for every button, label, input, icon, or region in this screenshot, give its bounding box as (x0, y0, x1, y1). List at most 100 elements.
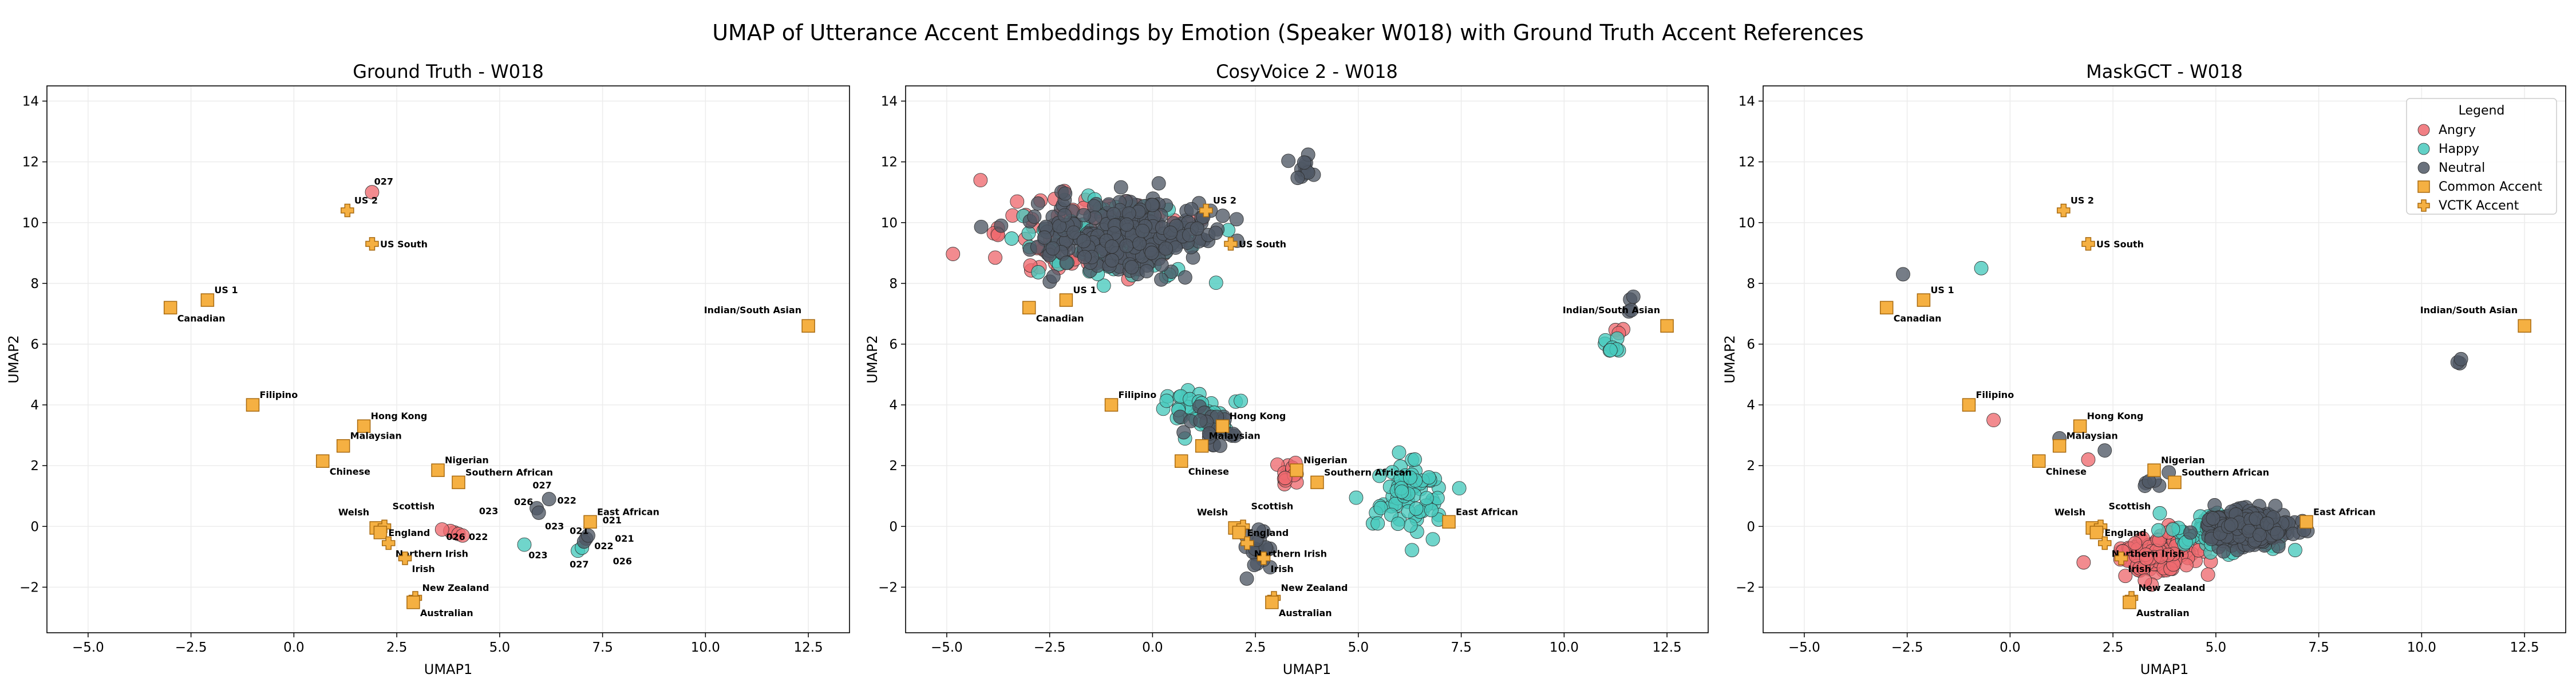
legend-title: Legend (2459, 104, 2505, 118)
point-neutral (2097, 443, 2112, 458)
accent-label: England (1247, 527, 1289, 538)
y-tick-label: 6 (889, 337, 898, 352)
y-tick-label: 12 (1739, 155, 1755, 170)
x-tick-label: 10.0 (1550, 640, 1579, 655)
point-neutral (1159, 241, 1173, 256)
x-tick-label: 7.5 (1451, 640, 1472, 655)
x-tick-label: −2.5 (1034, 640, 1066, 655)
point-neutral (1151, 176, 1166, 191)
accent-marker-vctk (2114, 551, 2128, 565)
x-tick-label: 2.5 (386, 640, 408, 655)
point-angry (1278, 471, 1293, 486)
accent-marker-common (1265, 596, 1279, 609)
accent-label: Northern Irish (2112, 548, 2184, 559)
point-happy (1370, 516, 1385, 531)
point-happy (517, 537, 532, 552)
accent-marker-common (1195, 439, 1209, 453)
accent-label: Malaysian (350, 431, 402, 441)
accent-label: Northern Irish (1254, 548, 1327, 559)
y-tick-label: 2 (889, 459, 898, 474)
point-neutral (1154, 272, 1168, 287)
accent-marker-common (2089, 526, 2104, 539)
accent-label: New Zealand (422, 582, 489, 593)
point-angry (988, 250, 1002, 265)
x-tick-label: −5.0 (1788, 640, 1820, 655)
accent-marker-common (336, 439, 350, 453)
x-tick-label: 12.5 (793, 640, 823, 655)
point-neutral (1297, 155, 1311, 170)
accent-label: New Zealand (1281, 582, 1348, 593)
accent-label: Canadian (177, 313, 226, 324)
point-neutral (2253, 527, 2267, 542)
x-tick-label: 12.5 (2510, 640, 2539, 655)
point-angry (434, 522, 449, 537)
x-tick-label: 2.5 (1245, 640, 1266, 655)
point-neutral (1037, 230, 1052, 245)
accent-label: Nigerian (1303, 455, 1348, 466)
utterance-label: 027 (532, 480, 551, 491)
accent-label: Irish (412, 563, 435, 574)
x-tick-label: 5.0 (2206, 640, 2227, 655)
accent-marker-common (246, 398, 260, 412)
point-angry (2118, 569, 2133, 584)
accent-marker-common (2073, 419, 2087, 433)
point-neutral (2270, 526, 2285, 541)
point-neutral (1239, 571, 1254, 586)
accent-marker-common (583, 515, 597, 529)
y-tick-label: 0 (889, 519, 898, 534)
y-tick-label: 10 (22, 216, 39, 231)
point-neutral (2224, 518, 2238, 532)
point-neutral (1119, 217, 1134, 232)
y-tick-label: −2 (878, 580, 898, 595)
emotion-points (946, 147, 1641, 586)
utterance-label: 023 (479, 506, 498, 517)
accent-marker-common (2147, 463, 2161, 477)
y-axis-label: UMAP2 (1722, 335, 1738, 383)
point-neutral (1176, 425, 1191, 440)
y-tick-label: 10 (1739, 216, 1755, 231)
point-neutral (1030, 196, 1045, 211)
point-happy (1021, 226, 1036, 241)
x-tick-label: 2.5 (2103, 640, 2124, 655)
point-neutral (2453, 352, 2468, 366)
accent-marker-common (2123, 596, 2136, 609)
utterance-label: 027 (374, 176, 393, 187)
accent-marker-common (2032, 454, 2046, 468)
accent-marker-common (1962, 398, 1976, 412)
x-tick-label: 7.5 (592, 640, 613, 655)
point-neutral (1076, 208, 1091, 223)
accent-label: Southern African (1324, 467, 1412, 478)
point-happy (1234, 393, 1248, 408)
accent-label: Australian (1279, 608, 1332, 618)
x-axis-label: UMAP1 (424, 661, 472, 677)
emotion-points (1896, 261, 2468, 592)
accent-marker-vctk (1257, 551, 1271, 565)
y-tick-label: 14 (1739, 94, 1755, 109)
accent-label: Scottish (393, 500, 435, 511)
x-tick-label: −2.5 (175, 640, 207, 655)
y-tick-label: 0 (30, 519, 39, 534)
accent-marker-common (1290, 463, 1303, 477)
point-happy (1403, 518, 1418, 533)
accent-label: New Zealand (2138, 582, 2205, 593)
accent-marker-vctk (1199, 203, 1213, 218)
accent-label: Canadian (1894, 313, 1942, 324)
accent-marker-common (406, 596, 420, 609)
point-neutral (1076, 234, 1091, 249)
accent-label: Northern Irish (396, 548, 468, 559)
point-angry (2076, 555, 2091, 570)
point-neutral (1059, 255, 1074, 270)
accent-label: Hong Kong (1230, 411, 1286, 421)
accent-marker-common (163, 301, 177, 315)
accent-marker-common (357, 419, 371, 433)
emotion-points (365, 185, 595, 558)
point-neutral (1226, 427, 1240, 441)
accent-marker-common (1174, 454, 1188, 468)
point-happy (1974, 261, 1989, 275)
point-angry (2139, 551, 2154, 566)
point-neutral (531, 506, 546, 520)
point-angry (2128, 536, 2143, 551)
point-happy (1452, 481, 1467, 496)
